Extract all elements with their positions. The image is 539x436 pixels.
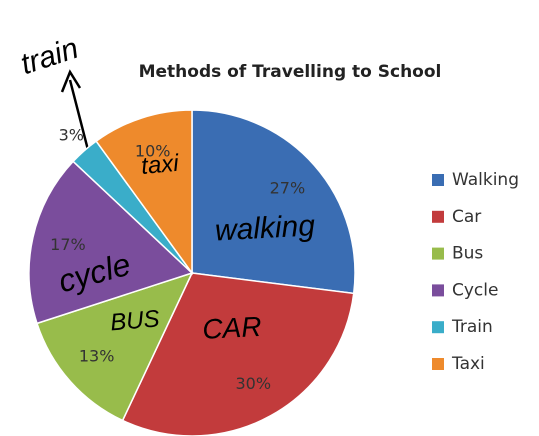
legend-swatch <box>432 247 444 260</box>
legend-label: Taxi <box>451 354 485 374</box>
legend-label: Train <box>451 317 493 337</box>
legend-swatch <box>432 321 444 334</box>
chart-title: Methods of Travelling to School <box>139 62 442 82</box>
annotation: BUS <box>109 305 161 336</box>
legend-label: Bus <box>452 244 483 264</box>
legend-label: Car <box>452 207 481 227</box>
legend-label: Cycle <box>452 280 498 300</box>
annotation: walking <box>214 209 316 247</box>
pie-slice <box>191 109 356 295</box>
legend-swatch <box>432 210 444 223</box>
value-label: 27% <box>270 178 306 197</box>
legend-label: Walking <box>452 170 519 190</box>
legend-swatch <box>432 174 444 186</box>
value-label: 3% <box>59 126 84 145</box>
value-label: 10% <box>135 142 171 161</box>
annotation: taxi <box>140 150 180 180</box>
pie-slice <box>95 109 193 276</box>
value-label: 30% <box>235 374 271 393</box>
legend-swatch <box>432 358 444 370</box>
pie-slice <box>28 160 194 325</box>
value-label: 17% <box>50 235 86 254</box>
annotation: CAR <box>202 311 263 345</box>
pie-slice <box>36 271 194 422</box>
pie-slice <box>121 272 355 436</box>
value-label: 13% <box>79 347 115 366</box>
legend-swatch <box>432 284 444 297</box>
annotation-arrow <box>60 69 90 151</box>
